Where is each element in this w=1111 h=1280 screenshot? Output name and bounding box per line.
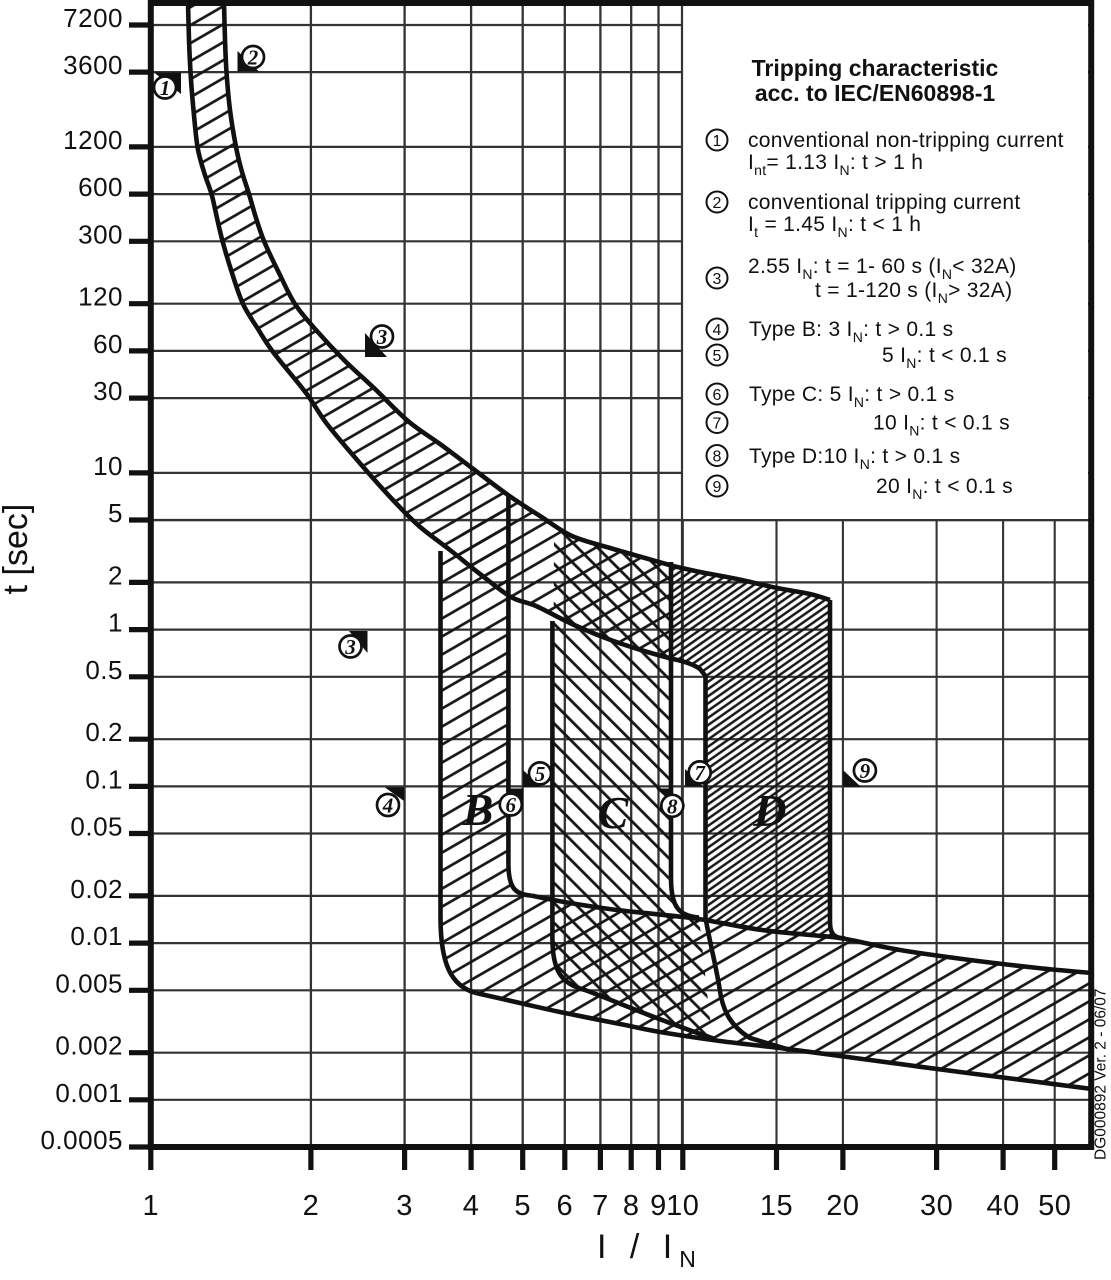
svg-text:2: 2 [713,195,722,212]
svg-text:DG000892 Ver. 2 - 06/07: DG000892 Ver. 2 - 06/07 [1093,989,1110,1160]
svg-text:9: 9 [650,1190,667,1222]
svg-text:0.1: 0.1 [85,764,123,794]
svg-text:10: 10 [666,1190,699,1222]
svg-text:0.002: 0.002 [55,1031,123,1061]
svg-text:7: 7 [694,761,706,785]
svg-text:4: 4 [713,322,722,339]
svg-text:0.005: 0.005 [55,968,123,998]
svg-text:1: 1 [160,76,171,100]
svg-text:300: 300 [78,219,123,249]
svg-text:0.05: 0.05 [70,812,123,842]
svg-text:600: 600 [78,172,123,202]
svg-text:t [sec]: t [sec] [0,504,35,595]
svg-text:8: 8 [623,1190,640,1222]
svg-text:3600: 3600 [63,50,123,80]
svg-text:conventional tripping current: conventional tripping current [748,191,1021,214]
svg-text:10: 10 [93,451,123,481]
svg-text:4: 4 [463,1190,480,1222]
svg-text:1200: 1200 [63,125,123,155]
svg-text:acc. to IEC/EN60898-1: acc. to IEC/EN60898-1 [755,80,996,106]
svg-text:5: 5 [108,498,123,528]
svg-text:10 IN: t < 0.1 s: 10 IN: t < 0.1 s [873,412,1010,439]
svg-text:0.5: 0.5 [85,655,123,685]
svg-text:conventional non-tripping curr: conventional non-tripping current [748,129,1064,152]
svg-text:3: 3 [344,635,356,659]
svg-text:3: 3 [713,271,722,288]
svg-text:9: 9 [713,479,722,496]
svg-text:8: 8 [713,449,722,466]
svg-text:2.55 IN: t = 1- 60 s (IN< 32A): 2.55 IN: t = 1- 60 s (IN< 32A) [748,255,1017,282]
svg-text:Type D:10 IN: t > 0.1 s: Type D:10 IN: t > 0.1 s [749,445,960,472]
svg-text:3: 3 [376,325,388,349]
svg-text:6: 6 [506,793,517,817]
svg-text:Type B: 3 IN: t > 0.1 s: Type B: 3 IN: t > 0.1 s [749,318,953,345]
svg-text:Int= 1.13 IN: t > 1 h: Int= 1.13 IN: t > 1 h [748,151,923,178]
svg-text:0.02: 0.02 [70,874,123,904]
svg-text:0.2: 0.2 [85,717,123,747]
svg-text:9: 9 [860,759,871,783]
svg-text:2: 2 [247,46,259,70]
svg-text:2: 2 [303,1190,320,1222]
svg-text:1: 1 [713,133,722,150]
svg-text:5: 5 [713,348,722,365]
svg-text:4: 4 [382,794,394,818]
svg-text:2: 2 [108,560,123,590]
svg-text:5 IN: t < 0.1 s: 5 IN: t < 0.1 s [882,344,1007,371]
svg-text:Type C: 5 IN: t > 0.1 s: Type C: 5 IN: t > 0.1 s [749,383,955,410]
svg-text:5: 5 [514,1190,531,1222]
svg-text:7200: 7200 [63,3,123,33]
svg-text:8: 8 [667,794,678,818]
svg-text:6: 6 [713,387,722,404]
svg-text:Tripping characteristic: Tripping characteristic [752,55,999,81]
svg-text:30: 30 [93,376,123,406]
svg-text:50: 50 [1038,1190,1071,1222]
svg-text:40: 40 [986,1190,1019,1222]
svg-text:0.001: 0.001 [55,1078,123,1108]
svg-text:t = 1-120 s (IN> 32A): t = 1-120 s (IN> 32A) [815,279,1012,306]
svg-text:30: 30 [920,1190,953,1222]
svg-text:5: 5 [535,762,546,786]
svg-text:1: 1 [108,608,123,638]
svg-text:3: 3 [396,1190,413,1222]
svg-text:7: 7 [713,416,722,433]
svg-text:C: C [598,787,630,838]
svg-text:15: 15 [760,1190,793,1222]
svg-text:0.0005: 0.0005 [40,1125,123,1155]
svg-text:20 IN: t < 0.1 s: 20 IN: t < 0.1 s [876,475,1013,502]
svg-text:120: 120 [78,282,123,312]
svg-text:It = 1.45 IN: t < 1 h: It = 1.45 IN: t < 1 h [748,213,921,240]
svg-text:D: D [752,785,786,836]
svg-text:20: 20 [826,1190,859,1222]
svg-text:60: 60 [93,329,123,359]
svg-text:6: 6 [556,1190,573,1222]
svg-text:1: 1 [142,1190,159,1222]
svg-text:0.01: 0.01 [70,921,123,951]
svg-text:7: 7 [592,1190,609,1222]
svg-text:B: B [462,784,494,835]
